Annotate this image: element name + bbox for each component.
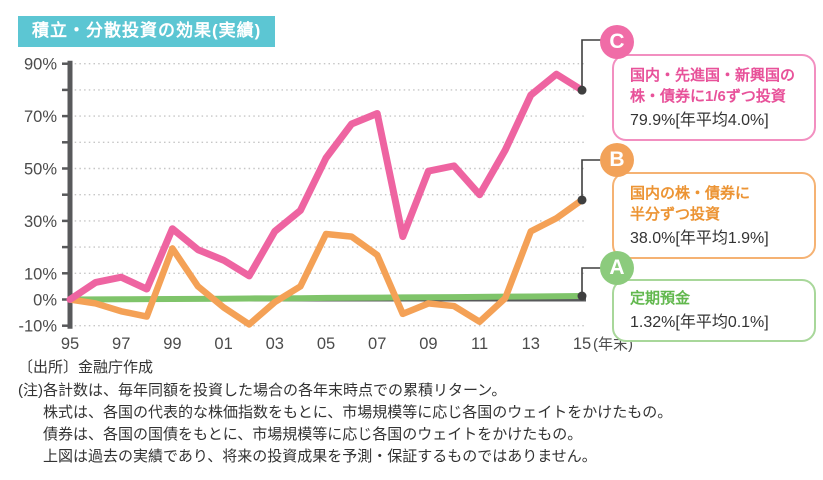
svg-text:15: 15: [573, 335, 591, 353]
svg-text:70%: 70%: [24, 108, 57, 126]
note-line: 債券は、各国の国債をもとに、市場規模等に応じ各国のウェイトをかけたもの。: [43, 426, 583, 443]
legend-c-value: 79.9%[年平均4.0%]: [630, 112, 769, 129]
svg-text:50%: 50%: [24, 161, 57, 179]
legend-b-label-line1: 国内の株・債券に: [630, 185, 751, 202]
note-line: 株式は、各国の代表的な株価指数をもとに、市場規模等に応じ各国のウェイトをかけたも…: [43, 404, 673, 421]
svg-text:11: 11: [471, 335, 488, 353]
note-line: 各計数は、毎年同額を投資した場合の各年末時点での累積リターン。: [43, 382, 507, 399]
note-line: 上図は過去の実績であり、将来の投資成果を予測・保証するものではありません。: [43, 448, 597, 465]
svg-text:03: 03: [266, 335, 284, 353]
legend-card-c: 国内・先進国・新興国の 株・債券に1/6ずつ投資 79.9%[年平均4.0%]: [612, 54, 816, 141]
svg-text:-10%: -10%: [18, 318, 57, 336]
svg-text:09: 09: [419, 335, 437, 353]
svg-text:10%: 10%: [24, 265, 57, 283]
svg-text:99: 99: [163, 335, 181, 353]
legend-a-label-line1: 定期預金: [630, 290, 691, 307]
legend-c-label-line2: 株・債券に1/6ずつ投資: [630, 88, 786, 105]
legend-b-value: 38.0%[年平均1.9%]: [630, 230, 769, 247]
source-note: 〔出所〕金融庁作成: [18, 359, 154, 376]
svg-text:30%: 30%: [24, 213, 57, 231]
legend-card-b: 国内の株・債券に 半分ずつ投資 38.0%[年平均1.9%]: [612, 172, 816, 259]
svg-text:90%: 90%: [24, 56, 57, 74]
legend-b-label-line2: 半分ずつ投資: [630, 206, 721, 223]
svg-text:07: 07: [368, 335, 386, 353]
svg-text:97: 97: [112, 335, 130, 353]
svg-text:95: 95: [61, 335, 79, 353]
svg-text:01: 01: [214, 335, 232, 353]
footer-notes: 〔出所〕金融庁作成 (注) 各計数は、毎年同額を投資した場合の各年末時点での累積…: [18, 357, 672, 468]
svg-text:0%: 0%: [33, 292, 57, 310]
svg-text:13: 13: [522, 335, 540, 353]
svg-text:05: 05: [317, 335, 335, 353]
explanatory-note: (注) 各計数は、毎年同額を投資した場合の各年末時点での累積リターン。 株式は、…: [18, 380, 672, 468]
legend-marker-c: C: [600, 25, 634, 59]
legend-marker-b: B: [600, 143, 634, 177]
chart-title-badge: 積立・分散投資の効果(実績): [18, 16, 276, 48]
legend-card-a: 定期預金 1.32%[年平均0.1%]: [612, 279, 816, 342]
legend-a-value: 1.32%[年平均0.1%]: [630, 314, 769, 331]
note-label: (注): [18, 382, 43, 399]
note-body: 各計数は、毎年同額を投資した場合の各年末時点での累積リターン。 株式は、各国の代…: [43, 380, 672, 468]
legend-c-label-line1: 国内・先進国・新興国の: [630, 67, 796, 84]
legend-marker-a: A: [600, 251, 634, 285]
